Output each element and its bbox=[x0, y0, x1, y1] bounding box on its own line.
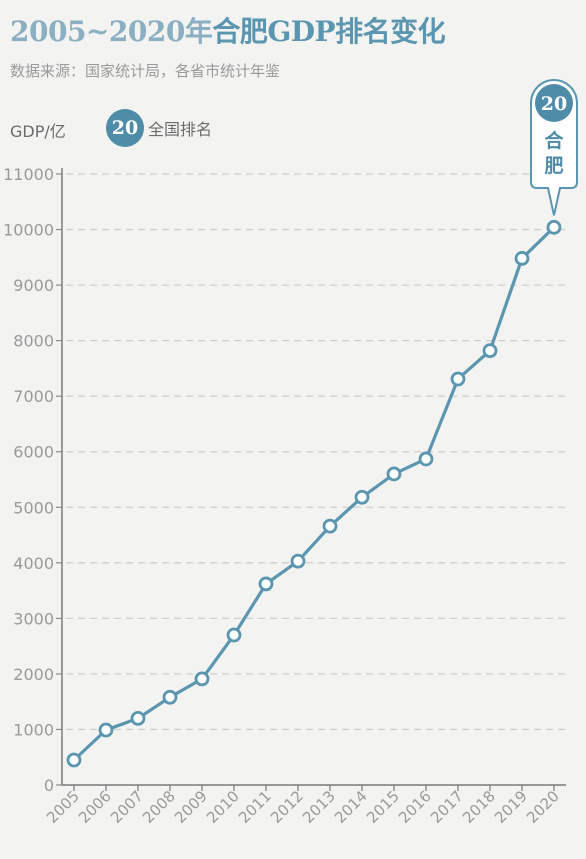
x-tick-label: 2017 bbox=[427, 787, 467, 827]
callout-city-label: 肥 bbox=[544, 155, 563, 177]
y-tick-label: 0 bbox=[44, 776, 54, 795]
data-point bbox=[354, 489, 370, 505]
x-tick-label: 2010 bbox=[203, 787, 243, 827]
x-tick-label: 2014 bbox=[331, 787, 371, 827]
y-tick-label: 4000 bbox=[13, 554, 54, 573]
y-tick-label: 8000 bbox=[13, 332, 54, 351]
data-point bbox=[98, 722, 114, 738]
title-main: 合肥GDP排名变化 bbox=[212, 15, 446, 48]
chart-title: 2005~2020年合肥GDP排名变化 bbox=[10, 14, 446, 50]
data-point bbox=[290, 553, 306, 569]
data-point bbox=[194, 671, 210, 687]
x-tick-label: 2018 bbox=[459, 787, 499, 827]
legend-rank-badge: 20 bbox=[106, 109, 144, 147]
data-source: 数据来源：国家统计局，各省市统计年鉴 bbox=[10, 62, 281, 80]
legend-rank-label: 全国排名 bbox=[148, 120, 213, 139]
x-tick-label: 2016 bbox=[395, 787, 435, 827]
x-tick-label: 2020 bbox=[523, 787, 563, 827]
data-point bbox=[162, 689, 178, 705]
y-tick-label: 2000 bbox=[13, 665, 54, 684]
x-tick-label: 2008 bbox=[139, 787, 179, 827]
series-line bbox=[72, 225, 556, 762]
y-tick-label: 3000 bbox=[13, 609, 54, 628]
data-point bbox=[482, 343, 498, 359]
x-tick-label: 2012 bbox=[267, 787, 307, 827]
data-point bbox=[322, 518, 338, 534]
y-tick-label: 11000 bbox=[3, 165, 54, 184]
data-point bbox=[66, 752, 82, 768]
x-tick-label: 2019 bbox=[491, 787, 531, 827]
callout-rank-text: 20 bbox=[541, 93, 567, 115]
y-tick-label: 6000 bbox=[13, 443, 54, 462]
data-point bbox=[450, 371, 466, 387]
y-tick-label: 1000 bbox=[13, 720, 54, 739]
title-years: 2005~2020年 bbox=[10, 15, 213, 48]
x-tick-label: 2015 bbox=[363, 787, 403, 827]
callout-rank-badge bbox=[535, 84, 573, 122]
callout-city-label: 合 bbox=[544, 129, 564, 152]
y-axis-unit: GDP/亿 bbox=[10, 122, 66, 141]
y-tick-label: 7000 bbox=[13, 387, 54, 406]
legend: 20 全国排名 bbox=[106, 109, 213, 147]
data-point bbox=[546, 219, 562, 235]
y-tick-label: 9000 bbox=[13, 276, 54, 295]
data-point bbox=[226, 627, 242, 643]
y-tick-label: 5000 bbox=[13, 498, 54, 517]
y-tick-label: 10000 bbox=[3, 221, 54, 240]
data-point bbox=[418, 451, 434, 467]
data-point bbox=[258, 576, 274, 592]
x-tick-label: 2011 bbox=[235, 787, 275, 827]
data-point bbox=[386, 466, 402, 482]
data-point bbox=[130, 710, 146, 726]
x-tick-label: 2009 bbox=[171, 787, 211, 827]
x-tick-label: 2006 bbox=[75, 787, 115, 827]
x-tick-label: 2007 bbox=[107, 787, 147, 827]
x-tick-label: 2013 bbox=[299, 787, 339, 827]
data-point bbox=[514, 251, 530, 266]
